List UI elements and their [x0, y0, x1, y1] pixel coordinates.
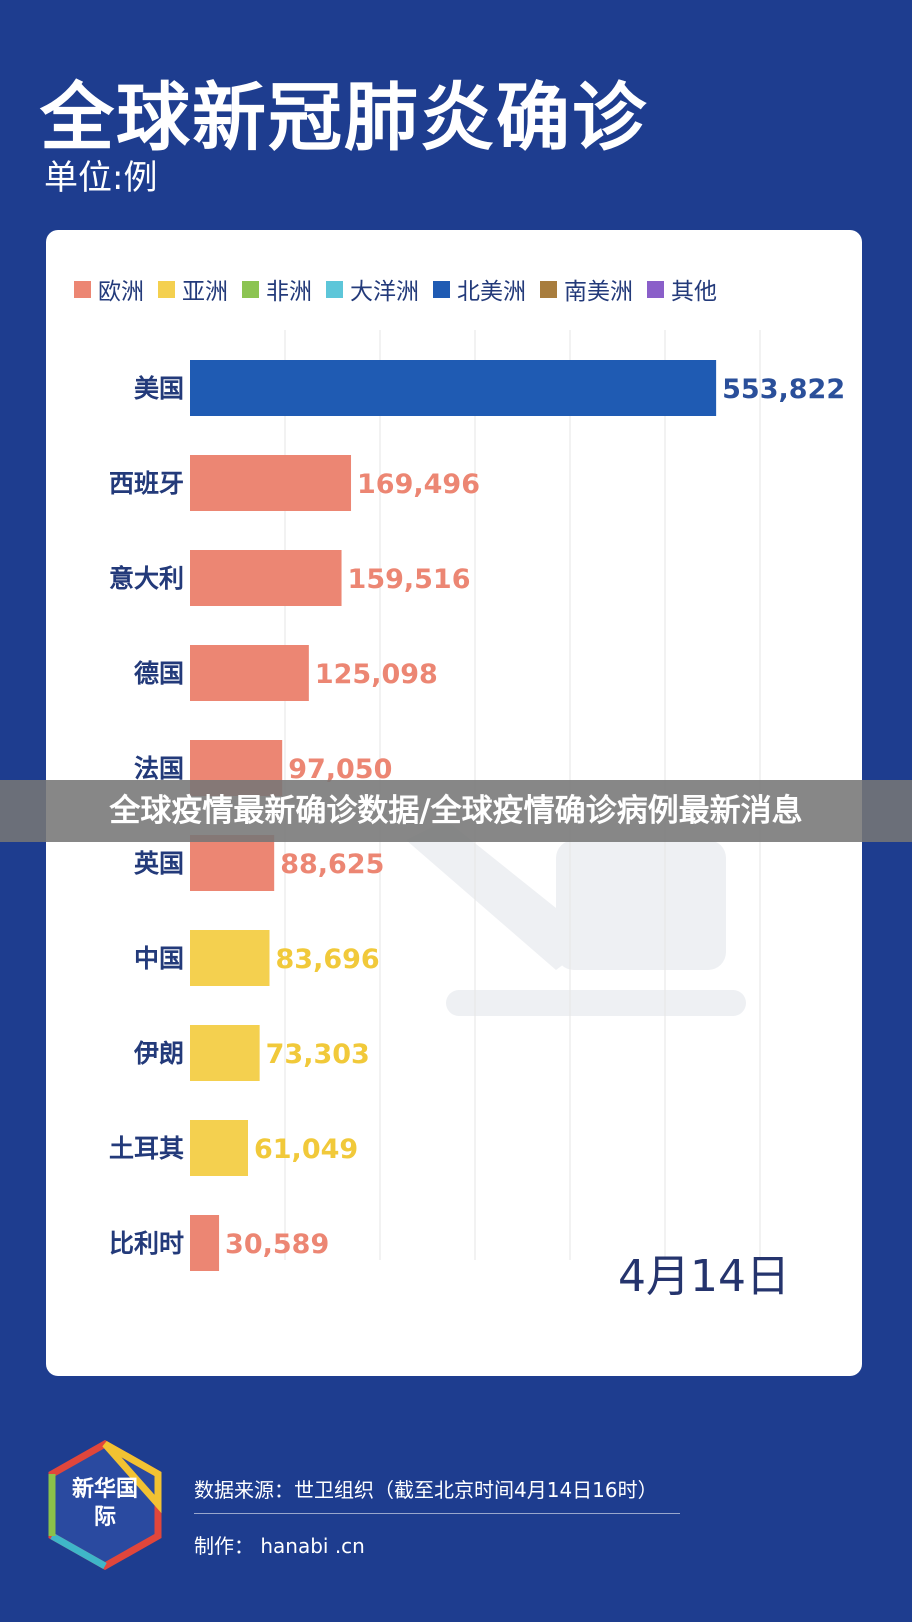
bar — [190, 835, 275, 891]
category-label: 土耳其 — [109, 1134, 184, 1163]
bar — [190, 1025, 260, 1081]
legend-label: 其他 — [671, 279, 717, 305]
legend-label: 欧洲 — [98, 279, 144, 305]
value-label: 88,625 — [280, 849, 384, 880]
legend-swatch — [158, 280, 175, 298]
bar — [190, 1120, 248, 1176]
value-label: 73,303 — [266, 1039, 370, 1070]
legend-swatch — [326, 280, 343, 298]
legend-item: 南美洲 — [540, 272, 633, 306]
legend-label: 北美洲 — [457, 279, 526, 305]
legend-label: 亚洲 — [182, 279, 228, 305]
footer-divider — [194, 1513, 680, 1514]
legend-swatch — [540, 280, 557, 298]
watermark-icon — [406, 820, 746, 1016]
category-label: 德国 — [134, 659, 184, 688]
legend-label: 非洲 — [266, 279, 312, 305]
bar — [190, 455, 352, 511]
value-label: 97,050 — [288, 754, 392, 785]
unit-label: 单位:例 — [44, 158, 158, 198]
category-label: 美国 — [134, 374, 184, 403]
chart-title: 全球新冠肺炎确诊 — [40, 75, 648, 161]
bar-chart: 美国 553,822 西班牙 169,496 意大利 159,516 德国 125,098 法国… — [109, 330, 845, 1271]
legend-item: 亚洲 — [158, 272, 228, 306]
overlay-banner: 全球疫情最新确诊数据/全球疫情确诊病例最新消息 — [0, 780, 912, 842]
value-label: 553,822 — [722, 374, 845, 405]
bar — [190, 930, 270, 986]
legend-swatch — [74, 280, 91, 298]
legend: 欧洲 亚洲 非洲 大洋洲 北美洲 南美洲 其他 — [74, 272, 717, 306]
legend-item: 欧洲 — [74, 272, 144, 306]
legend-label: 大洋洲 — [350, 279, 419, 305]
value-label: 30,589 — [225, 1229, 329, 1260]
legend-label: 南美洲 — [564, 279, 633, 305]
legend-swatch — [647, 280, 664, 298]
legend-swatch — [433, 280, 450, 298]
legend-item: 北美洲 — [433, 272, 526, 306]
category-label: 西班牙 — [109, 469, 184, 498]
bar — [190, 1215, 220, 1271]
credit: 制作： hanabi .cn — [194, 1534, 365, 1558]
legend-item: 其他 — [647, 272, 717, 306]
legend-item: 大洋洲 — [326, 272, 419, 306]
category-label: 意大利 — [109, 564, 184, 593]
data-source: 数据来源：世卫组织（截至北京时间4月14日16时） — [194, 1478, 658, 1502]
category-label: 英国 — [134, 849, 184, 878]
value-label: 83,696 — [276, 944, 380, 975]
value-label: 159,516 — [348, 564, 471, 595]
category-label: 伊朗 — [133, 1039, 184, 1068]
category-label: 比利时 — [109, 1229, 184, 1258]
category-label: 法国 — [134, 754, 184, 783]
legend-item: 非洲 — [242, 272, 312, 306]
value-label: 169,496 — [357, 469, 480, 500]
category-label: 中国 — [134, 944, 184, 973]
bar — [190, 550, 342, 606]
value-label: 61,049 — [254, 1134, 358, 1165]
value-label: 125,098 — [315, 659, 438, 690]
logo-text: 新华国际 — [71, 1477, 138, 1530]
bar — [190, 645, 309, 701]
logo-hexagon-icon — [48, 1439, 162, 1571]
xinhua-logo: 新华国际 — [46, 1439, 164, 1571]
legend-swatch — [242, 280, 259, 298]
date-label: 4月14日 — [618, 1251, 790, 1302]
bar — [190, 360, 717, 416]
